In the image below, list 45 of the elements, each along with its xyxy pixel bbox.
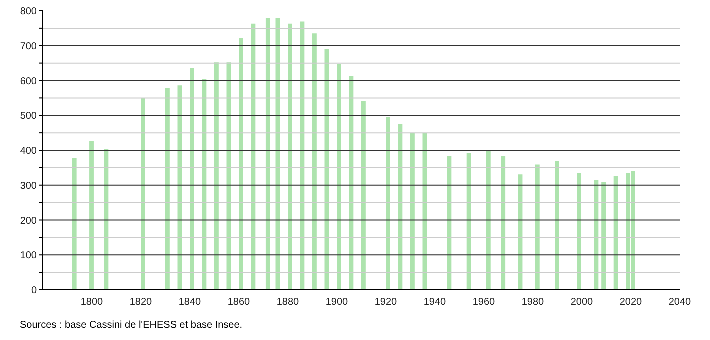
bar	[266, 18, 270, 290]
bar	[614, 176, 618, 290]
x-tick-label: 1980	[522, 297, 545, 308]
bar	[141, 98, 146, 290]
bar	[288, 24, 292, 290]
bar	[90, 141, 94, 290]
y-tick-label: 100	[20, 250, 38, 262]
x-tick-label: 1800	[80, 297, 104, 308]
bar	[190, 68, 194, 290]
y-tick-label: 300	[20, 180, 38, 192]
x-tick-label: 1900	[326, 297, 349, 308]
bar	[535, 164, 540, 290]
bar	[166, 88, 170, 290]
x-tick-label: 1860	[228, 297, 251, 308]
bar	[386, 117, 390, 290]
bar	[214, 62, 219, 290]
bar	[577, 173, 582, 290]
y-tick-label: 400	[20, 146, 38, 158]
source-note: Sources : base Cassini de l'EHESS et base Insee.	[20, 320, 243, 331]
y-tick-label: 200	[20, 216, 38, 227]
bar	[72, 158, 77, 290]
bar	[410, 133, 415, 290]
x-tick-label: 1960	[472, 297, 496, 308]
x-tick-label: 2040	[668, 297, 692, 308]
bar	[486, 150, 491, 290]
y-tick-label: 600	[20, 76, 38, 88]
y-tick-label: 700	[20, 41, 38, 52]
bar	[239, 38, 244, 290]
y-tick-label: 0	[31, 286, 38, 297]
bar	[501, 156, 506, 290]
bar	[312, 34, 317, 290]
bar	[362, 100, 366, 290]
x-tick-label: 2000	[570, 297, 594, 308]
y-tick-label: 500	[20, 111, 38, 122]
bar	[555, 160, 560, 290]
y-tick-label: 800	[20, 6, 38, 18]
x-tick-label: 1940	[424, 297, 447, 308]
x-tick-label: 1920	[374, 297, 398, 308]
x-tick-label: 1840	[178, 297, 202, 308]
bar	[466, 152, 472, 290]
x-tick-label: 2020	[620, 297, 643, 308]
bar	[602, 182, 606, 290]
bar	[337, 64, 342, 290]
x-tick-label: 1820	[130, 297, 153, 308]
x-tick-label: 1880	[276, 297, 300, 308]
